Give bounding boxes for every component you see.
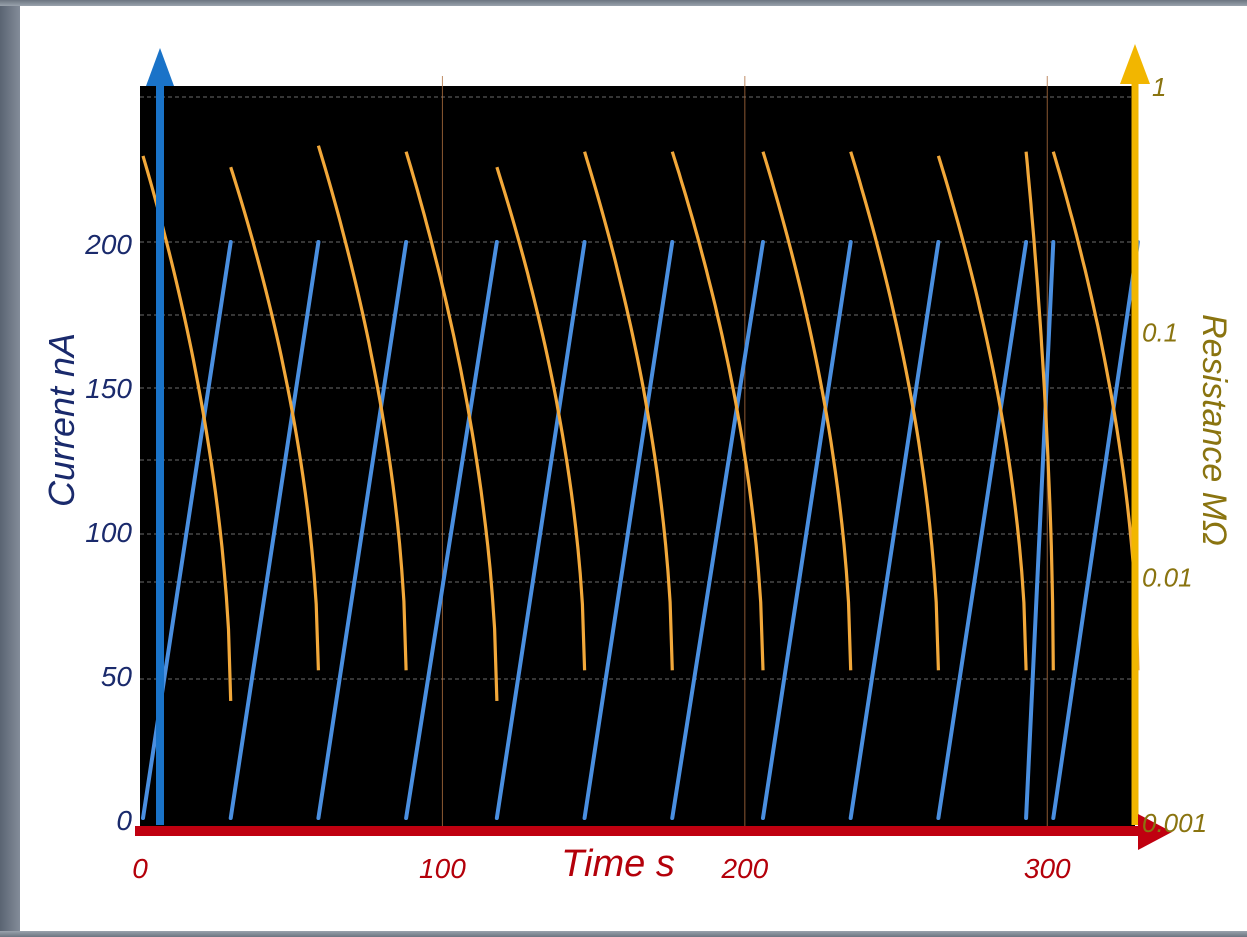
y-right-tick-label: 0.001 — [1142, 808, 1207, 838]
y-left-tick-label: 150 — [85, 373, 132, 404]
resistance-decay-12 — [1051, 151, 1140, 671]
x-tick-label: 300 — [1024, 853, 1071, 884]
y-left-tick-label: 50 — [101, 661, 133, 692]
x-tick-label: 100 — [419, 853, 466, 884]
current-series — [141, 240, 1140, 820]
resistance-decay-5 — [495, 166, 587, 671]
current-ramp-5 — [494, 240, 587, 820]
current-ramp-10 — [936, 240, 1029, 820]
resistance-decay-8 — [761, 151, 853, 671]
resistance-decay-4 — [404, 151, 499, 701]
resistance-decay-6 — [583, 151, 674, 671]
x-tick-label: 200 — [720, 853, 768, 884]
y-axis-left-label: Current nA — [41, 333, 82, 507]
plot-area — [140, 86, 1135, 826]
y-left-tick-label: 200 — [84, 229, 132, 260]
resistance-decay-7 — [670, 151, 765, 671]
y-right-tick-label: 1 — [1152, 72, 1166, 102]
y-axis-left-arrow-icon — [146, 48, 174, 86]
resistance-decay-2 — [229, 166, 320, 671]
resistance-series — [141, 145, 1140, 701]
y-left-tick-label: 100 — [85, 517, 132, 548]
bottom-border — [0, 931, 1247, 937]
y-axis-right-label: Resistance MΩ — [1195, 314, 1233, 546]
y-right-tick-label: 0.01 — [1142, 563, 1193, 593]
x-axis-arrow-icon — [1138, 814, 1172, 850]
tick-labels: 0 50 100 150 200 0.001 0.01 0.1 1 0 100 200 300 — [84, 72, 1207, 884]
current-ramp-6 — [582, 240, 675, 820]
y-left-tick-label: 0 — [116, 805, 132, 836]
current-ramp-2 — [228, 240, 321, 820]
resistance-decay-9 — [849, 151, 940, 671]
x-tick-label: 0 — [132, 853, 148, 884]
current-ramp-11 — [1024, 240, 1056, 820]
resistance-decay-11 — [1024, 151, 1055, 671]
current-ramp-12 — [1051, 240, 1140, 820]
resistance-decay-3 — [316, 145, 408, 671]
resistance-decay-10 — [936, 155, 1028, 671]
axes — [135, 44, 1172, 850]
current-ramp-9 — [848, 240, 941, 820]
current-ramp-8 — [760, 240, 853, 820]
top-border — [0, 0, 1247, 6]
current-ramp-3 — [316, 240, 409, 820]
y-axis-right-arrow-icon — [1120, 44, 1150, 84]
current-ramp-4 — [404, 240, 499, 820]
x-axis-label: Time s — [561, 843, 675, 885]
current-ramp-7 — [670, 240, 765, 820]
y-right-tick-label: 0.1 — [1142, 317, 1178, 347]
